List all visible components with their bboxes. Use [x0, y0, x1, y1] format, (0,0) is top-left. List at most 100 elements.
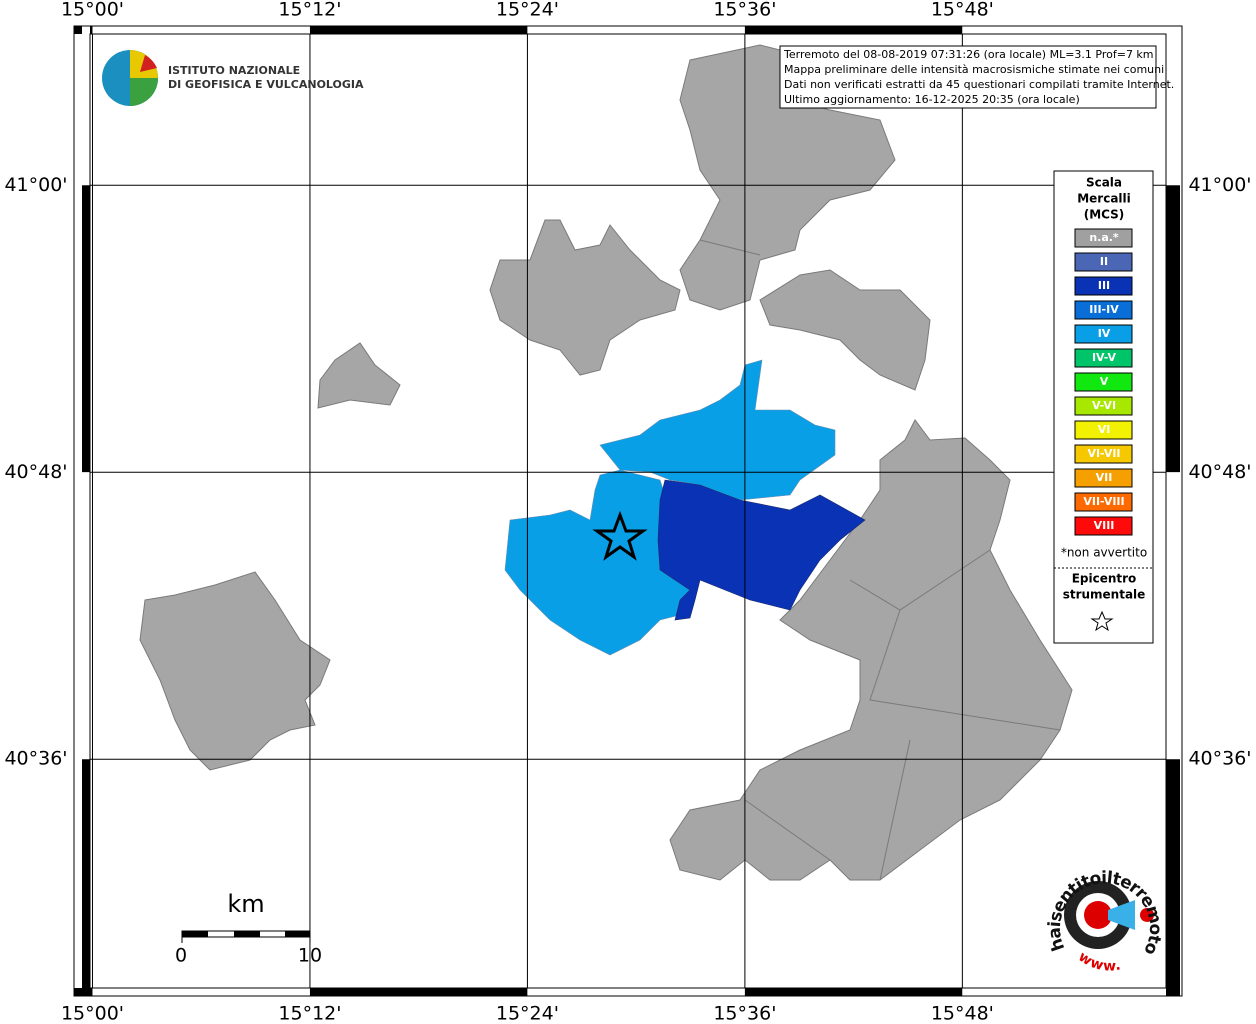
municipality — [489, 219, 681, 376]
frame-band — [309, 26, 528, 34]
frame-band — [1166, 472, 1180, 760]
scale-segment — [285, 931, 310, 937]
legend-epicenter: strumentale — [1063, 588, 1146, 602]
info-frame — [779, 45, 1157, 109]
municipality — [317, 342, 401, 409]
frame-band — [82, 26, 90, 186]
frame-band — [744, 26, 963, 34]
legend-swatch — [1074, 492, 1133, 512]
logo-horn — [1108, 900, 1135, 930]
legend-swatch — [1074, 348, 1133, 368]
municipality — [759, 269, 931, 391]
legend-epicenter: Epicentro — [1072, 572, 1137, 586]
legend-swatch — [1074, 228, 1133, 248]
scale-bar: km 0 10 — [175, 890, 322, 967]
legend-swatch — [1074, 252, 1133, 272]
lon-label: 15°36' — [713, 1003, 776, 1024]
info-line: Mappa preliminare delle intensità macros… — [784, 63, 1164, 76]
info-box: Terremoto del 08-08-2019 07:31:26 (ora l… — [779, 45, 1174, 109]
lat-label: 40°48' — [4, 461, 67, 483]
lon-label: 15°12' — [278, 0, 341, 21]
frame-band — [527, 26, 745, 34]
lon-label: 15°24' — [496, 1003, 559, 1024]
info-line: Terremoto del 08-08-2019 07:31:26 (ora l… — [783, 48, 1154, 61]
lat-label: 40°36' — [4, 748, 67, 770]
legend-label: II — [1100, 255, 1108, 268]
frame-band — [309, 988, 528, 996]
legend-swatch — [1074, 444, 1133, 464]
frame-band — [92, 988, 310, 996]
legend-label: VIII — [1094, 519, 1115, 532]
legend-label: IV — [1098, 327, 1111, 340]
scale-segment — [182, 931, 208, 937]
lon-label: 15°24' — [496, 0, 559, 21]
legend-title: Mercalli — [1077, 192, 1131, 206]
legend-label: VI-VII — [1087, 447, 1120, 460]
logo-segment — [140, 55, 157, 72]
frame-band — [92, 26, 310, 34]
municipality — [599, 359, 836, 501]
scale-label: 10 — [298, 945, 322, 967]
scale-label: 0 — [175, 945, 187, 967]
frame — [73, 25, 1183, 997]
lon-label: 15°12' — [278, 1003, 341, 1024]
legend-label: III-IV — [1089, 303, 1119, 316]
frame-band — [82, 759, 90, 996]
legend-swatch — [1074, 324, 1133, 344]
legend-label: n.a.* — [1089, 231, 1119, 244]
lat-label: 41°00' — [4, 174, 67, 196]
legend-swatch — [1074, 516, 1133, 536]
frame-band — [527, 988, 745, 996]
epicenter-star — [592, 510, 648, 561]
legend-swatch — [1074, 468, 1133, 488]
legend-label: VI — [1098, 423, 1111, 436]
graticule: 15°00' 15°00' 15°12' 15°12' 15°24' 15°24' 15°3… — [4, 0, 1251, 1024]
frame-band — [962, 26, 1182, 34]
legend-label: IV-V — [1092, 351, 1117, 364]
municipality — [657, 479, 866, 621]
frame-band — [82, 185, 90, 473]
scale-segment — [234, 931, 260, 937]
legend-swatch — [1074, 276, 1133, 296]
lat-label: 41°00' — [1188, 174, 1251, 196]
municipality — [139, 571, 331, 771]
legend-title: Scala — [1086, 176, 1122, 190]
legend-label: VII — [1096, 471, 1113, 484]
lat-label: 40°36' — [1188, 748, 1251, 770]
frame-band — [82, 472, 90, 760]
legend-label: V-VI — [1092, 399, 1116, 412]
info-line: Ultimo aggiornamento: 16-12-2025 20:35 (… — [784, 93, 1080, 106]
frame-band — [744, 988, 963, 996]
lon-label: 15°48' — [931, 1003, 994, 1024]
frame-band — [962, 988, 1182, 996]
scale-unit: km — [227, 890, 264, 918]
legend-note: *non avvertito — [1061, 546, 1147, 560]
logo-text: ISTITUTO NAZIONALE — [168, 64, 300, 77]
legend-swatch — [1074, 396, 1133, 416]
legend-swatch — [1074, 372, 1133, 392]
info-line: Dati non verificati estratti da 45 quest… — [784, 78, 1174, 91]
logo-segment — [130, 78, 158, 106]
logo-circle — [1084, 901, 1112, 929]
legend-swatch — [1074, 300, 1133, 320]
municipalities — [139, 44, 1073, 881]
logo-text: DI GEOFISICA E VULCANOLOGIA — [168, 78, 364, 91]
legend-label: V — [1100, 375, 1109, 388]
frame-band — [1166, 26, 1180, 186]
legend-label: VII-VIII — [1083, 495, 1124, 508]
logo-dot — [1140, 908, 1154, 922]
lon-label: 15°00' — [61, 1003, 124, 1024]
legend-title: (MCS) — [1084, 208, 1125, 222]
boundary — [699, 239, 1061, 881]
frame-band — [1166, 185, 1180, 473]
legend-star — [1090, 610, 1114, 632]
lat-label: 40°48' — [1188, 461, 1251, 483]
legend-label: III — [1098, 279, 1110, 292]
lon-label: 15°48' — [931, 0, 994, 21]
lon-label: 15°36' — [713, 0, 776, 21]
municipality — [669, 419, 1073, 881]
legend: Scala Mercalli (MCS) *non avvertito Epic… — [1053, 170, 1154, 644]
ingv-logo: ISTITUTO NAZIONALE DI GEOFISICA E VULCAN… — [102, 50, 364, 106]
legend-swatch — [1074, 420, 1133, 440]
